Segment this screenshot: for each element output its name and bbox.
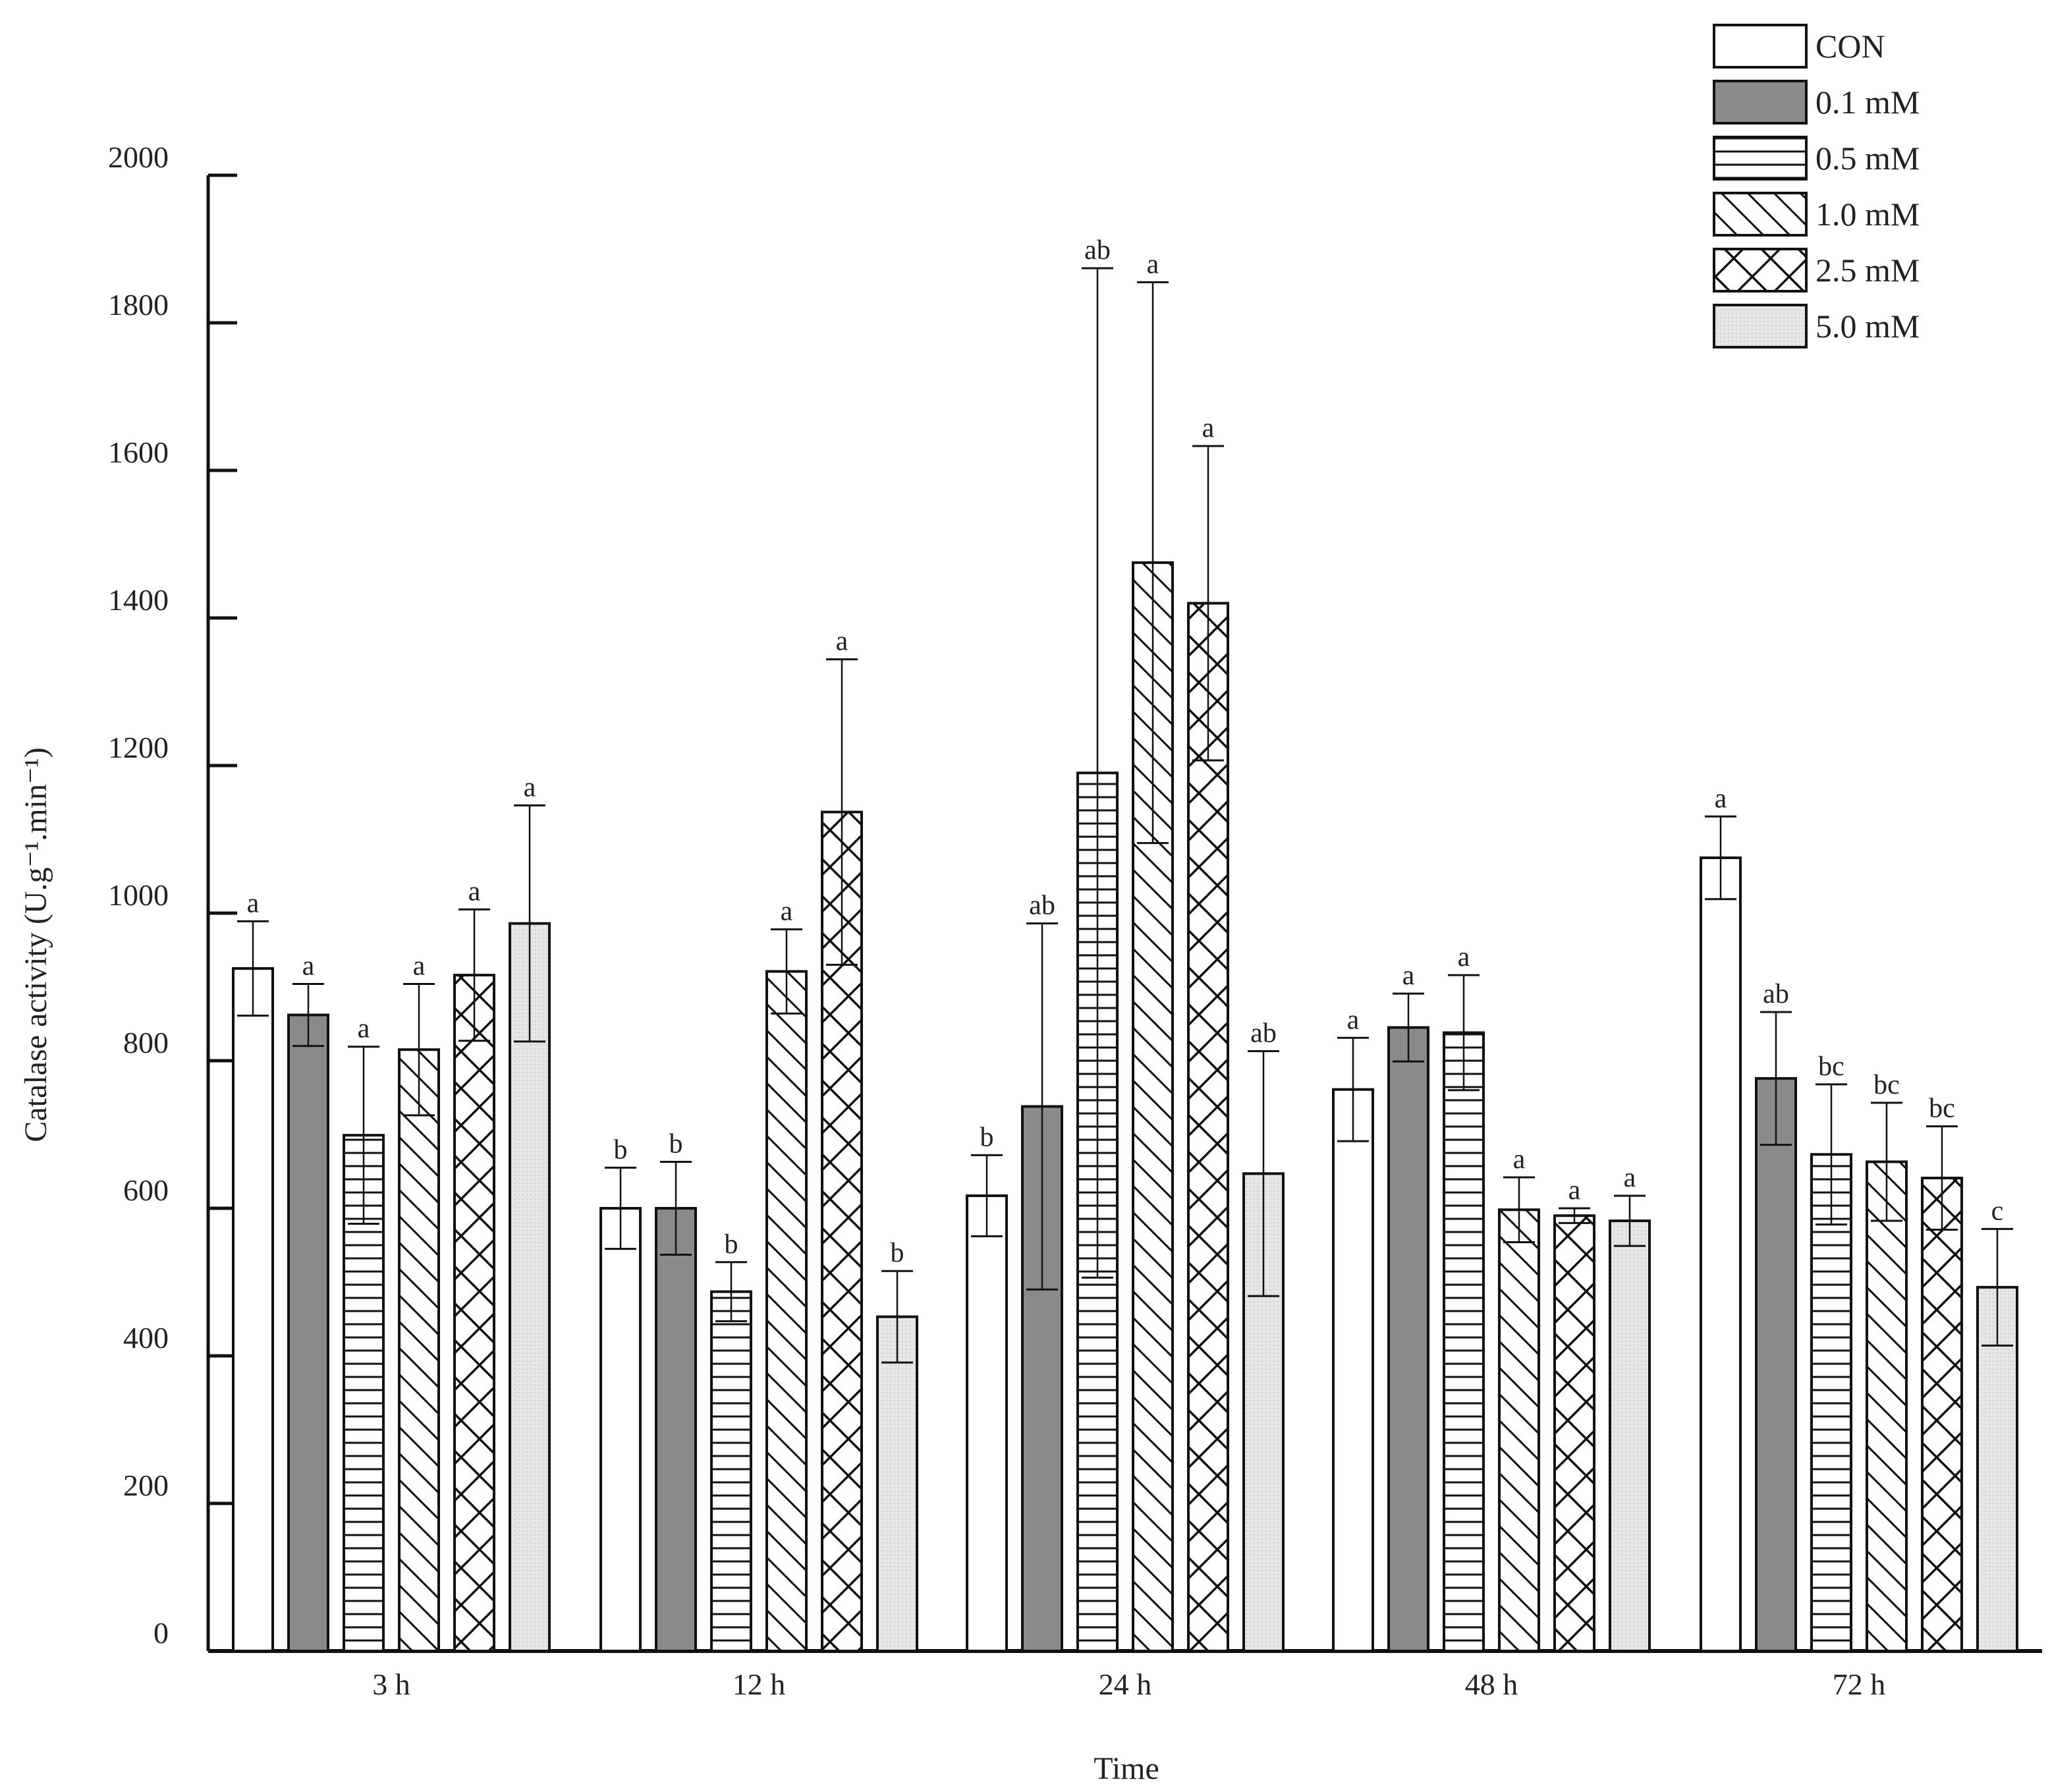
significance-label: a: [1458, 942, 1470, 972]
y-tick-label: 1000: [108, 878, 169, 912]
significance-label: a: [836, 627, 848, 657]
significance-label: a: [1568, 1175, 1581, 1206]
x-tick-label: 48 h: [1465, 1667, 1518, 1701]
legend-label: 0.1 mM: [1815, 84, 1920, 121]
bar: [1387, 1026, 1429, 1652]
legend-swatch: [1713, 192, 1808, 237]
legend-swatch: [1713, 136, 1808, 181]
significance-label: ab: [1029, 891, 1055, 921]
x-tick-label: 24 h: [1099, 1667, 1152, 1701]
y-axis-title: Catalase activity (U.g⁻¹.min⁻¹): [18, 747, 53, 1142]
y-tick-label: 2000: [108, 140, 169, 174]
bar: [1866, 1160, 1908, 1652]
significance-label: a: [1202, 413, 1215, 443]
y-tick-label: 600: [123, 1173, 169, 1207]
y-axis: 0 200 400 600 800 1000 1200 1400 1600 1800 2000: [108, 140, 237, 1653]
bar: [287, 1013, 329, 1653]
bar: [765, 970, 808, 1652]
significance-label: b: [891, 1238, 904, 1268]
legend-label: 0.5 mM: [1815, 140, 1920, 177]
y-tick-label: 1800: [108, 288, 169, 322]
legend-label: CON: [1815, 28, 1885, 65]
significance-label: a: [358, 1014, 370, 1044]
significance-label: a: [1147, 249, 1159, 279]
x-tick-label: 72 h: [1833, 1667, 1886, 1701]
x-axis: 3 h 12 h 24 h 48 h 72 h: [208, 1649, 2042, 1701]
significance-label: a: [302, 951, 315, 982]
bar: [1700, 856, 1742, 1652]
significance-label: c: [1991, 1196, 2004, 1226]
bar: [1498, 1208, 1540, 1652]
bar: [655, 1207, 697, 1652]
significance-label: ab: [1250, 1018, 1277, 1048]
legend-label: 5.0 mM: [1815, 308, 1920, 345]
bar: [966, 1194, 1008, 1652]
significance-label: a: [1715, 783, 1727, 814]
significance-label: a: [1347, 1005, 1360, 1035]
significance-label: b: [980, 1122, 994, 1152]
legend: CON 0.1 mM 0.5 mM 1.0 mM 2.5 mM 5.0 mM: [1713, 24, 1920, 349]
bar: [710, 1290, 752, 1653]
legend-swatch: [1713, 304, 1808, 349]
y-tick-label: 1200: [108, 731, 169, 764]
x-tick-label: 12 h: [733, 1667, 786, 1701]
significance-label: b: [725, 1229, 738, 1260]
significance-label: ab: [1084, 235, 1111, 266]
significance-label: b: [614, 1134, 628, 1165]
significance-label: a: [247, 888, 260, 918]
bar: [1332, 1088, 1374, 1653]
legend-swatch: [1713, 24, 1808, 69]
bar: [1755, 1077, 1797, 1652]
significance-label: a: [524, 772, 536, 802]
significance-label: ab: [1763, 979, 1789, 1009]
bar: [1553, 1214, 1595, 1652]
bar: [453, 974, 495, 1652]
x-axis-title: Time: [1094, 1751, 1159, 1786]
significance-label: bc: [1873, 1070, 1900, 1100]
significance-label: a: [468, 876, 481, 907]
bar: [599, 1207, 642, 1652]
y-tick-label: 800: [123, 1026, 169, 1059]
x-tick-label: 3 h: [372, 1667, 410, 1701]
y-tick-label: 200: [123, 1469, 169, 1502]
bar: [509, 922, 551, 1652]
y-tick-label: 1600: [108, 435, 169, 469]
significance-label: a: [413, 951, 426, 982]
significance-label: b: [669, 1129, 683, 1159]
bar: [876, 1315, 918, 1652]
bar: [1443, 1031, 1485, 1652]
bar: [232, 967, 274, 1652]
y-tick-label: 1400: [108, 583, 169, 617]
bar: [1187, 602, 1229, 1652]
y-tick-label: 400: [123, 1321, 169, 1355]
bar: [398, 1048, 440, 1652]
significance-label: a: [1513, 1144, 1526, 1175]
significance-label: a: [1624, 1163, 1636, 1193]
significance-label: a: [1402, 961, 1415, 991]
significance-label: a: [781, 897, 793, 927]
bar: [1609, 1219, 1651, 1653]
legend-swatch: [1713, 248, 1808, 293]
bar: [1810, 1153, 1852, 1652]
legend-label: 1.0 mM: [1815, 196, 1920, 233]
legend-label: 2.5 mM: [1815, 252, 1920, 289]
bar: [1921, 1177, 1963, 1652]
significance-label: bc: [1929, 1094, 1955, 1124]
y-tick-label: 0: [153, 1616, 169, 1650]
legend-swatch: [1713, 80, 1808, 125]
significance-label: bc: [1818, 1051, 1844, 1082]
